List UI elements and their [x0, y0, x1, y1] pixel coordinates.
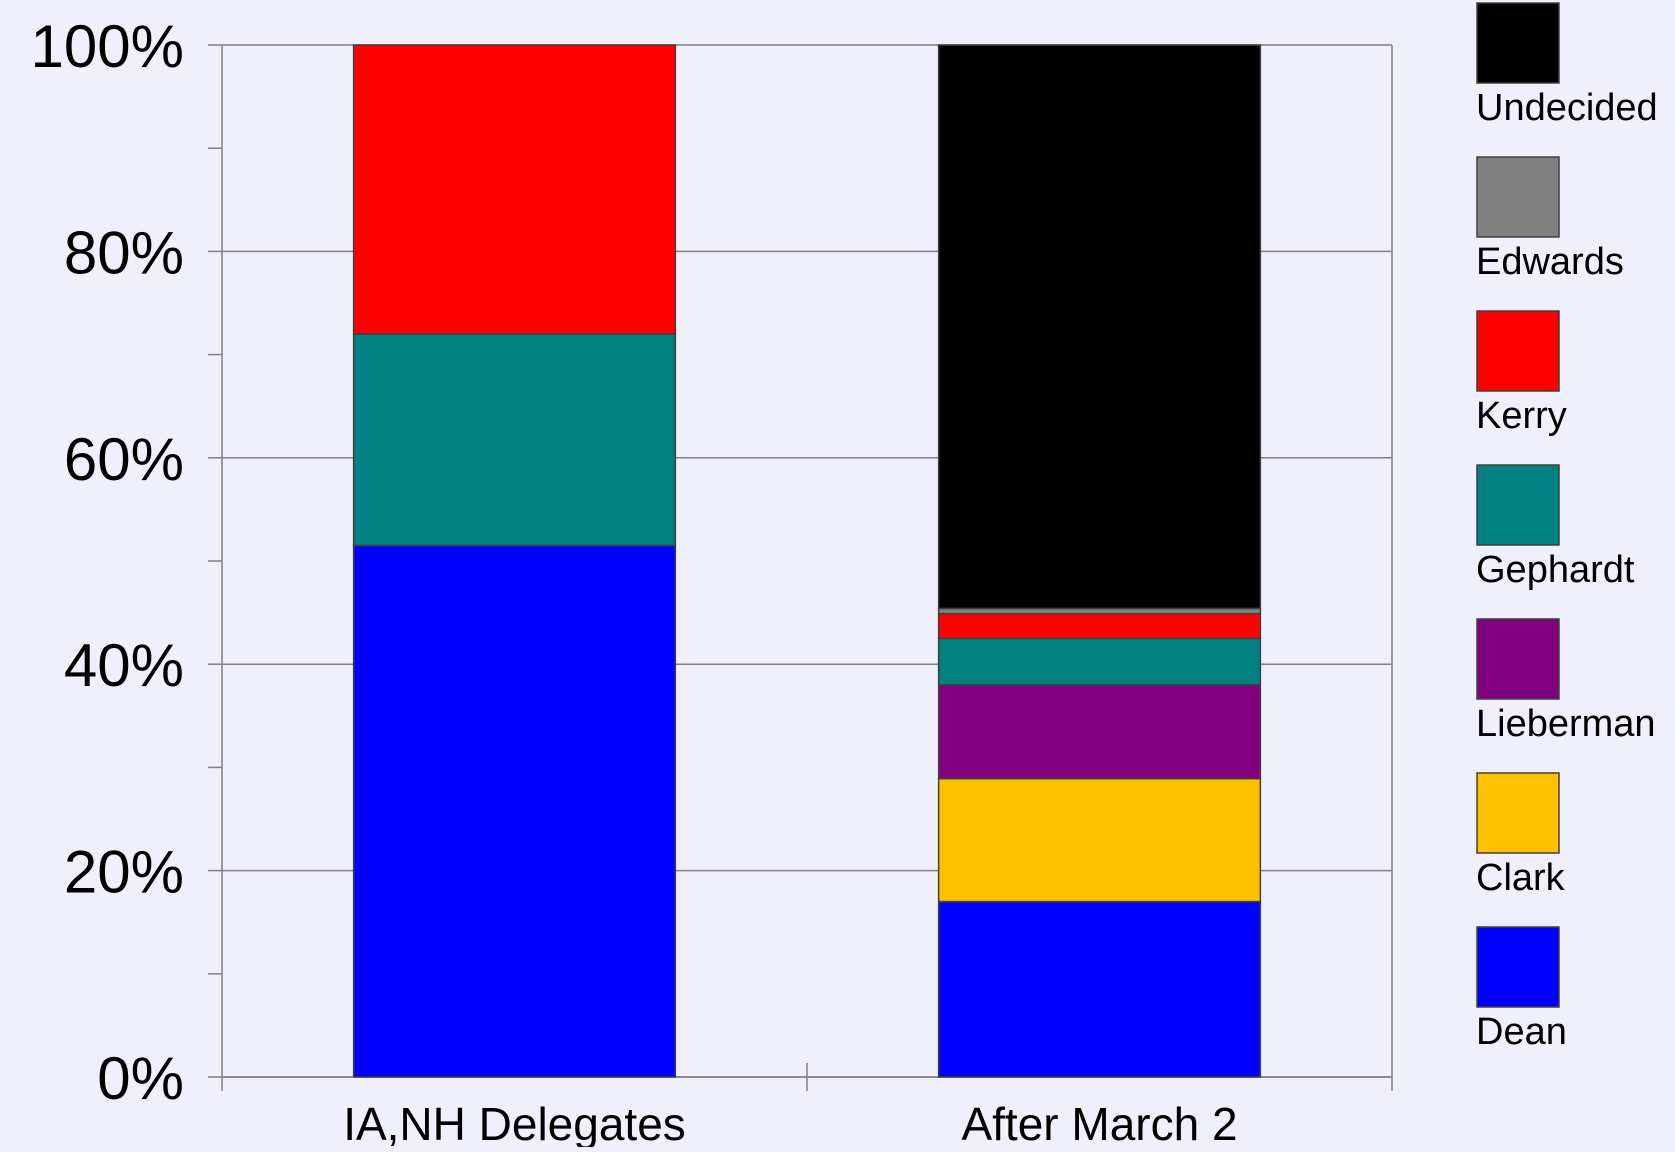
legend-swatch-clark [1476, 772, 1560, 854]
y-tick-label: 40% [64, 632, 184, 699]
legend-label-clark: Clark [1476, 857, 1566, 899]
bar-segment-edwards [937, 607, 1262, 615]
bar-segment-lieberman [937, 684, 1262, 780]
legend-label-kerry: Kerry [1476, 395, 1567, 437]
bar-segment-undecided [937, 44, 1262, 610]
legend-swatch-dean [1476, 926, 1560, 1008]
y-tick-label: 0% [97, 1045, 184, 1112]
y-tick-label: 80% [64, 219, 184, 286]
legend-swatch-undecided [1476, 2, 1560, 84]
bar-segment-gephardt [937, 637, 1262, 686]
legend-swatch-kerry [1476, 310, 1560, 392]
bar-segment-kerry [937, 612, 1262, 640]
bar-segment-clark [937, 778, 1262, 903]
bar-segment-gephardt [352, 333, 677, 547]
legend-swatch-edwards [1476, 156, 1560, 238]
y-tick-label: 20% [64, 839, 184, 906]
legend-swatch-gephardt [1476, 464, 1560, 546]
legend-label-gephardt: Gephardt [1476, 549, 1635, 591]
legend-swatch-lieberman [1476, 618, 1560, 700]
legend-label-dean: Dean [1476, 1011, 1567, 1053]
y-tick-label: 100% [31, 13, 184, 80]
bar-segment-kerry [352, 44, 677, 335]
bar-segment-dean [937, 900, 1262, 1078]
y-tick-label: 60% [64, 426, 184, 493]
legend-label-lieberman: Lieberman [1476, 703, 1656, 745]
bar-segment-dean [352, 544, 677, 1078]
legend-label-edwards: Edwards [1476, 241, 1624, 283]
x-tick-label: After March 2 [961, 1098, 1237, 1147]
x-tick-label: IA,NH Delegates [343, 1098, 686, 1147]
legend-label-undecided: Undecided [1476, 87, 1658, 129]
